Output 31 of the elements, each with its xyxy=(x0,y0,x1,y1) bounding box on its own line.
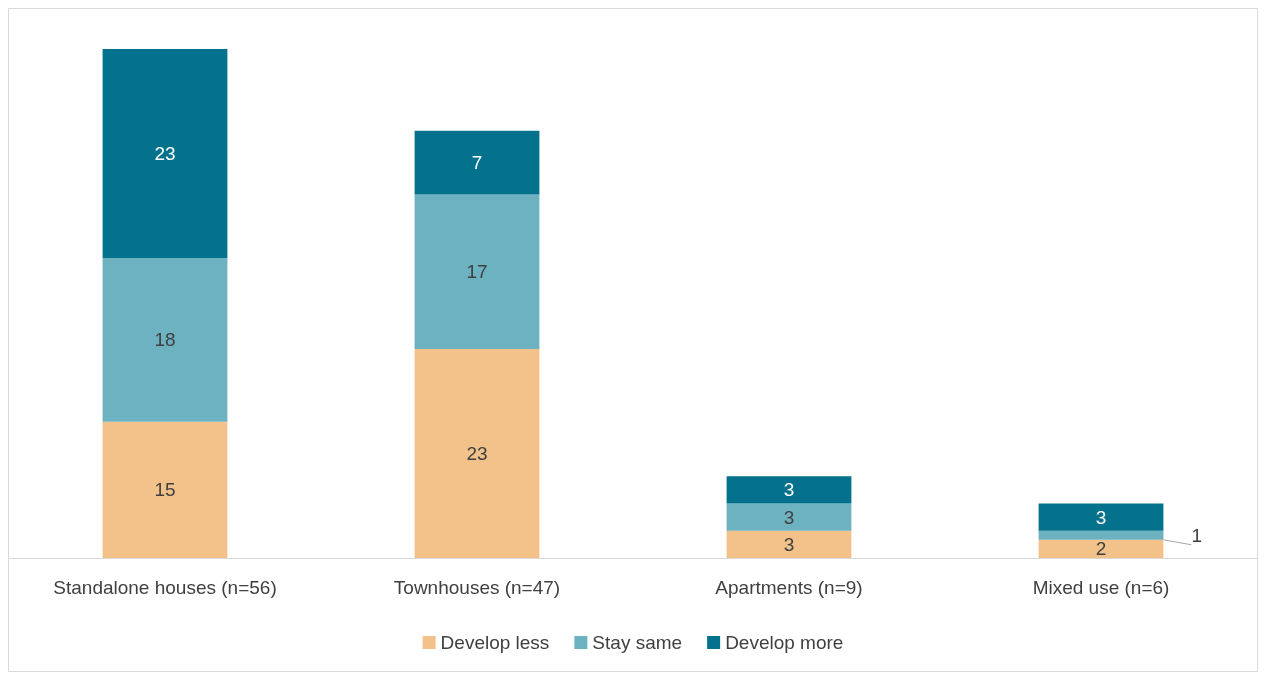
x-tick-label: Apartments (n=9) xyxy=(715,577,863,598)
bar xyxy=(1038,503,1164,531)
x-tick-label: Townhouses (n=47) xyxy=(393,577,561,598)
bar xyxy=(1038,530,1164,540)
x-tick-label: Standalone houses (n=56) xyxy=(53,577,277,598)
bar xyxy=(414,194,540,349)
bar xyxy=(102,421,228,558)
bar xyxy=(726,503,852,531)
data-label: 3 xyxy=(1095,506,1107,528)
bar xyxy=(414,130,540,195)
x-tick-label: Mixed use (n=6) xyxy=(1032,577,1170,598)
bar xyxy=(726,476,852,504)
data-label: 23 xyxy=(154,143,176,165)
bar xyxy=(414,348,540,558)
data-label: 15 xyxy=(154,479,176,501)
bar xyxy=(726,530,852,558)
data-label: 17 xyxy=(466,261,488,283)
legend-label: Develop more xyxy=(725,632,844,653)
data-label: 1 xyxy=(1191,524,1202,546)
bar xyxy=(102,49,228,259)
data-label: 18 xyxy=(154,329,176,351)
bar xyxy=(102,258,228,422)
legend-label: Stay same xyxy=(592,632,683,653)
data-label: 3 xyxy=(783,479,795,501)
legend-label: Develop less xyxy=(440,632,550,653)
data-label: 7 xyxy=(471,152,483,174)
data-label: 2 xyxy=(1095,538,1107,560)
bar xyxy=(1038,539,1164,558)
data-label: 23 xyxy=(466,442,488,464)
data-label: 3 xyxy=(783,533,795,555)
data-label: 3 xyxy=(783,506,795,528)
